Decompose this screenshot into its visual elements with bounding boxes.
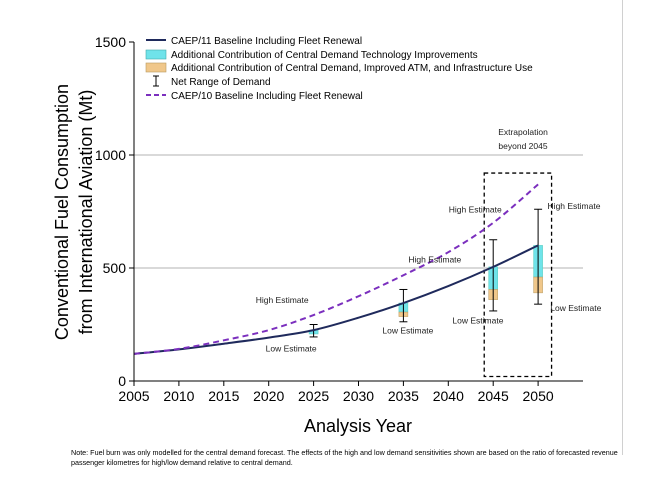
annotation-4: High Estimate [449,205,502,215]
legend-swatch-tech [145,49,167,60]
x-tick-label-2025: 2025 [298,388,329,404]
x-tick-label-2010: 2010 [163,388,194,404]
legend-label-caep10: CAEP/10 Baseline Including Fleet Renewal [171,91,363,102]
x-tick-label-2030: 2030 [343,388,374,404]
chart-note: Note: Fuel burn was only modelled for th… [71,448,618,467]
x-tick-label-2020: 2020 [253,388,284,404]
x-tick-label-2050: 2050 [523,388,554,404]
x-tick-label-2040: 2040 [433,388,464,404]
gridlines [134,154,583,269]
annotation-6: High Estimate [548,201,601,211]
annotation-3: Low Estimate [382,326,433,336]
legend-label-range: Net Range of Demand [171,77,271,88]
legend-swatch-range [153,75,159,87]
annotation-5: Low Estimate [452,315,503,325]
extrapolation-box [483,172,553,378]
estimate-annotations: High Estimate Low Estimate High Estimate Lo… [256,201,602,353]
annotation-2: High Estimate [408,254,461,264]
y-tick-label-500: 500 [103,260,127,276]
x-axis-title: Analysis Year [304,416,412,436]
extrapolation-label-line1: Extrapolation [498,127,548,137]
legend-label-caep11: CAEP/11 Baseline Including Fleet Renewal [171,36,362,47]
y-tick-label-0: 0 [118,373,126,389]
legend-label-atm: Additional Contribution of Central Deman… [171,63,533,74]
legend: CAEP/11 Baseline Including Fleet Renewal… [145,36,533,102]
legend-label-tech: Additional Contribution of Central Deman… [171,50,478,61]
y-tick-label-1000: 1000 [95,147,126,163]
x-tick-label-2015: 2015 [208,388,239,404]
tick-labels: 2005 2010 2015 2020 2025 2030 2035 2040 2045 2050… [95,34,554,404]
annotation-7: Low Estimate [550,303,601,313]
annotation-1: Low Estimate [266,344,317,354]
baseline-lines [133,183,539,355]
extrapolation-label-line2: beyond 2045 [498,141,547,151]
contribution-bars [308,208,543,338]
legend-swatch-atm [145,62,167,73]
series-line-caep11 [133,244,539,355]
extrapolation-dashed-box [483,172,553,378]
x-tick-label-2005: 2005 [118,388,149,404]
x-tick-label-2045: 2045 [478,388,509,404]
y-axis-title-line2: from International Aviation (Mt) [76,90,96,335]
annotation-0: High Estimate [256,295,309,305]
y-tick-label-1500: 1500 [95,34,126,50]
x-tick-label-2035: 2035 [388,388,419,404]
y-axis-title-line1: Conventional Fuel Consumption [52,84,72,340]
page-border [622,0,623,455]
